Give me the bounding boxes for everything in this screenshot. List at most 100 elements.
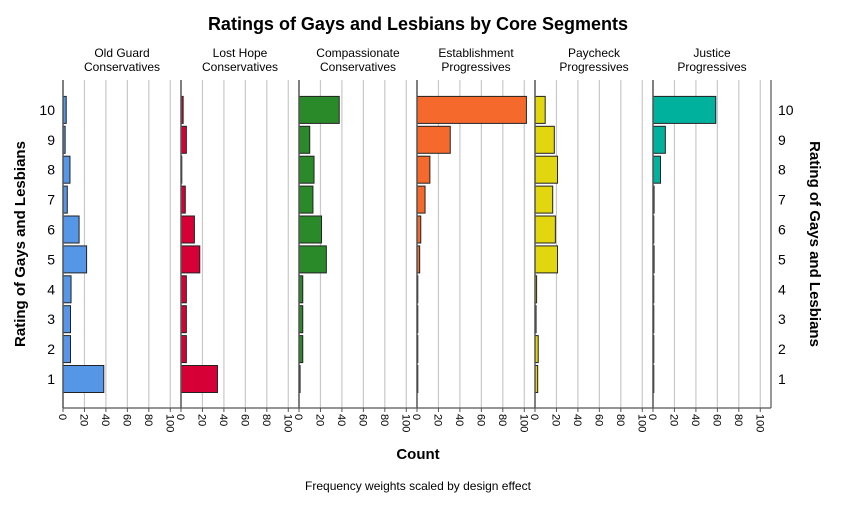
bar bbox=[62, 365, 105, 393]
bar bbox=[298, 215, 323, 244]
x-tick-label: 40 bbox=[453, 414, 465, 426]
x-tick-label: 0 bbox=[174, 414, 186, 420]
chart-title: Ratings of Gays and Lesbians by Core Seg… bbox=[208, 14, 628, 34]
panel-label: Conservatives bbox=[84, 60, 160, 74]
y-tick-label-right: 6 bbox=[778, 222, 786, 238]
panel-label: Progressives bbox=[677, 60, 746, 74]
x-tick-label: 80 bbox=[496, 414, 508, 426]
x-tick-label: 0 bbox=[528, 414, 540, 420]
bar bbox=[652, 95, 717, 124]
panel-label: Conservatives bbox=[320, 60, 396, 74]
bar bbox=[180, 305, 187, 334]
x-tick-label: 100 bbox=[399, 414, 411, 432]
y-tick-label-left: 10 bbox=[39, 102, 55, 118]
panel-label: Establishment bbox=[438, 46, 514, 60]
bar bbox=[298, 95, 340, 124]
bar bbox=[534, 155, 559, 184]
x-tick-label: 20 bbox=[549, 414, 561, 426]
y-tick-label-right: 10 bbox=[778, 102, 794, 118]
y-tick-label-right: 2 bbox=[778, 341, 786, 357]
panel-label: Compassionate bbox=[316, 46, 400, 60]
bar bbox=[298, 125, 311, 154]
bar bbox=[180, 125, 187, 154]
bar bbox=[62, 155, 71, 184]
bar bbox=[416, 125, 451, 154]
x-tick-label: 40 bbox=[99, 414, 111, 426]
y-tick-label-right: 1 bbox=[778, 371, 786, 387]
bar bbox=[62, 275, 72, 304]
y-tick-label-left: 6 bbox=[47, 222, 55, 238]
panel-label: Conservatives bbox=[202, 60, 278, 74]
x-tick-label: 20 bbox=[667, 414, 679, 426]
panel-label: Progressives bbox=[441, 60, 510, 74]
bar bbox=[180, 275, 187, 304]
x-tick-label: 40 bbox=[335, 414, 347, 426]
y-tick-label-left: 7 bbox=[47, 192, 55, 208]
x-tick-label: 0 bbox=[646, 414, 658, 420]
y-tick-label-left: 4 bbox=[47, 281, 55, 297]
panel-label: Old Guard bbox=[94, 46, 149, 60]
x-tick-label: 0 bbox=[292, 414, 304, 420]
bar bbox=[62, 245, 88, 274]
x-tick-label: 40 bbox=[217, 414, 229, 426]
bar bbox=[534, 95, 546, 124]
x-tick-label: 20 bbox=[431, 414, 443, 426]
y-tick-label-right: 3 bbox=[778, 311, 786, 327]
bar bbox=[62, 335, 72, 364]
x-tick-label: 60 bbox=[474, 414, 486, 426]
panel-label: Justice bbox=[693, 46, 731, 60]
y-tick-label-left: 1 bbox=[47, 371, 55, 387]
bar bbox=[180, 365, 218, 393]
bar bbox=[534, 215, 556, 244]
bar bbox=[534, 125, 555, 154]
y-tick-label-left: 5 bbox=[47, 251, 55, 267]
bar bbox=[180, 215, 195, 244]
y-axis-title-right: Rating of Gays and Lesbians bbox=[806, 141, 823, 347]
x-tick-label: 60 bbox=[710, 414, 722, 426]
y-tick-label-right: 4 bbox=[778, 281, 786, 297]
x-tick-label: 20 bbox=[77, 414, 89, 426]
x-tick-label: 100 bbox=[281, 414, 293, 432]
x-tick-label: 60 bbox=[238, 414, 250, 426]
x-tick-label: 60 bbox=[120, 414, 132, 426]
footnote: Frequency weights scaled by design effec… bbox=[305, 479, 532, 493]
x-tick-label: 40 bbox=[571, 414, 583, 426]
y-tick-label-right: 5 bbox=[778, 251, 786, 267]
y-tick-label-right: 8 bbox=[778, 162, 786, 178]
x-tick-label: 100 bbox=[753, 414, 765, 432]
bar bbox=[652, 125, 666, 154]
x-tick-label: 0 bbox=[410, 414, 422, 420]
x-tick-label: 20 bbox=[313, 414, 325, 426]
bar bbox=[416, 185, 426, 214]
panel-label: Progressives bbox=[559, 60, 628, 74]
y-tick-label-left: 2 bbox=[47, 341, 55, 357]
bar bbox=[180, 245, 201, 274]
y-tick-label-right: 9 bbox=[778, 132, 786, 148]
x-tick-label: 100 bbox=[635, 414, 647, 432]
y-tick-label-left: 3 bbox=[47, 311, 55, 327]
bar bbox=[62, 215, 80, 244]
y-tick-label-left: 9 bbox=[47, 132, 55, 148]
x-axis-title: Count bbox=[396, 446, 439, 463]
bar bbox=[298, 155, 315, 184]
bar bbox=[534, 245, 559, 274]
x-tick-label: 40 bbox=[689, 414, 701, 426]
bar bbox=[62, 305, 72, 334]
bar bbox=[416, 155, 431, 184]
x-tick-label: 100 bbox=[517, 414, 529, 432]
bar bbox=[298, 245, 327, 274]
y-axis-title-left: Rating of Gays and Lesbians bbox=[12, 141, 29, 347]
bar bbox=[534, 185, 554, 214]
bar bbox=[416, 95, 527, 124]
x-tick-label: 0 bbox=[56, 414, 68, 420]
x-tick-label: 60 bbox=[592, 414, 604, 426]
x-tick-label: 80 bbox=[614, 414, 626, 426]
bar bbox=[298, 185, 314, 214]
x-tick-label: 60 bbox=[356, 414, 368, 426]
x-tick-label: 80 bbox=[260, 414, 272, 426]
x-tick-label: 80 bbox=[732, 414, 744, 426]
x-tick-label: 100 bbox=[163, 414, 175, 432]
y-tick-label-left: 8 bbox=[47, 162, 55, 178]
x-tick-label: 80 bbox=[142, 414, 154, 426]
